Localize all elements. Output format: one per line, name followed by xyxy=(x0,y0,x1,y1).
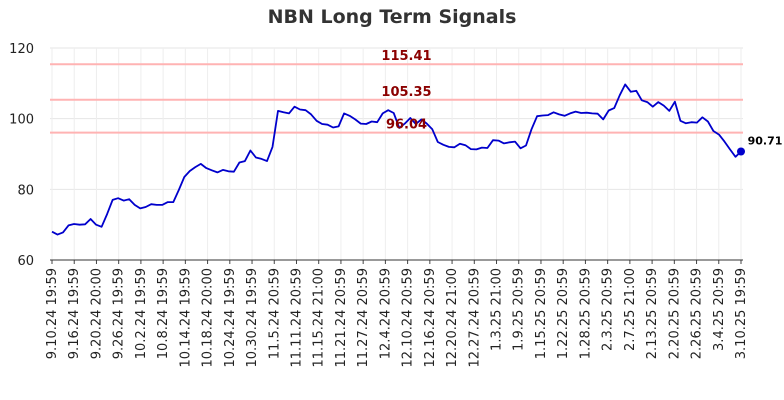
y-tick-label: 60 xyxy=(17,254,34,269)
x-tick-label: 1.28.25 20:59 xyxy=(578,268,593,359)
x-tick-label: 12.16.24 20:59 xyxy=(423,268,438,368)
x-tick-label: 9.20.24 20:00 xyxy=(89,268,104,359)
signal-level-label: 96.04 xyxy=(386,118,427,133)
series xyxy=(51,83,742,236)
x-tick-label: 11.21.24 20:59 xyxy=(334,268,349,368)
x-tick-label: 10.2.24 19:59 xyxy=(134,268,149,359)
x-tick-label: 11.15.24 21:00 xyxy=(312,268,327,368)
y-tick-label: 80 xyxy=(17,183,34,198)
x-tick-label: 2.26.25 20:59 xyxy=(690,268,705,359)
x-tick-label: 3.10.25 19:59 xyxy=(734,268,749,359)
x-tick-label: 12.4.24 20:59 xyxy=(378,268,393,359)
x-tick-label: 1.15.25 20:59 xyxy=(534,268,549,359)
last-point-marker xyxy=(737,147,745,156)
last-value-label: 90.71 xyxy=(748,134,783,147)
grid xyxy=(50,47,743,261)
x-tick-label: 2.3.25 20:59 xyxy=(601,268,616,351)
y-tick-label: 100 xyxy=(9,113,34,128)
x-tick-label: 10.14.24 19:59 xyxy=(178,268,193,368)
x-tick-label: 12.20.24 21:00 xyxy=(445,268,460,368)
x-tick-label: 2.13.25 20:59 xyxy=(645,268,660,359)
signal-level-label: 115.41 xyxy=(381,49,431,64)
x-tick-label: 12.27.24 20:59 xyxy=(467,268,482,368)
axes: 60 80 100 120 9.10.24 19:59 9.16.24 19:59 9.20… xyxy=(9,42,749,368)
x-tick-label: 11.11.24 20:59 xyxy=(289,268,304,368)
x-tick-label: 1.9.25 20:59 xyxy=(512,268,527,351)
x-tick-label: 10.8.24 19:59 xyxy=(156,268,171,359)
x-tick-label: 12.10.24 20:59 xyxy=(401,268,416,368)
x-tick-label: 2.7.25 21:00 xyxy=(623,268,638,351)
y-tick-label: 120 xyxy=(9,42,34,57)
labels: 115.41 105.35 96.04 90.71 xyxy=(381,49,783,156)
chart-title: NBN Long Term Signals xyxy=(267,6,517,28)
x-tick-label: 10.18.24 20:00 xyxy=(201,268,216,368)
x-tick-label: 9.16.24 19:59 xyxy=(67,268,82,359)
x-tick-label: 9.10.24 19:59 xyxy=(45,268,60,359)
x-tick-label: 10.30.24 19:59 xyxy=(245,268,260,368)
signal-level-label: 105.35 xyxy=(381,85,431,100)
signal-levels xyxy=(50,63,743,134)
x-tick-label: 3.4.25 20:59 xyxy=(712,268,727,351)
x-tick-label: 11.27.24 20:59 xyxy=(356,268,371,368)
price-series-line xyxy=(51,83,742,236)
x-tick-label: 11.5.24 20:59 xyxy=(267,268,282,359)
x-tick-label: 10.24.24 19:59 xyxy=(223,268,238,368)
x-tick-label: 1.3.25 21:00 xyxy=(490,268,505,351)
x-tick-label: 9.26.24 19:59 xyxy=(112,268,127,359)
x-tick-label: 1.22.25 20:59 xyxy=(556,268,571,359)
x-tick-label: 2.20.25 20:59 xyxy=(667,268,682,359)
